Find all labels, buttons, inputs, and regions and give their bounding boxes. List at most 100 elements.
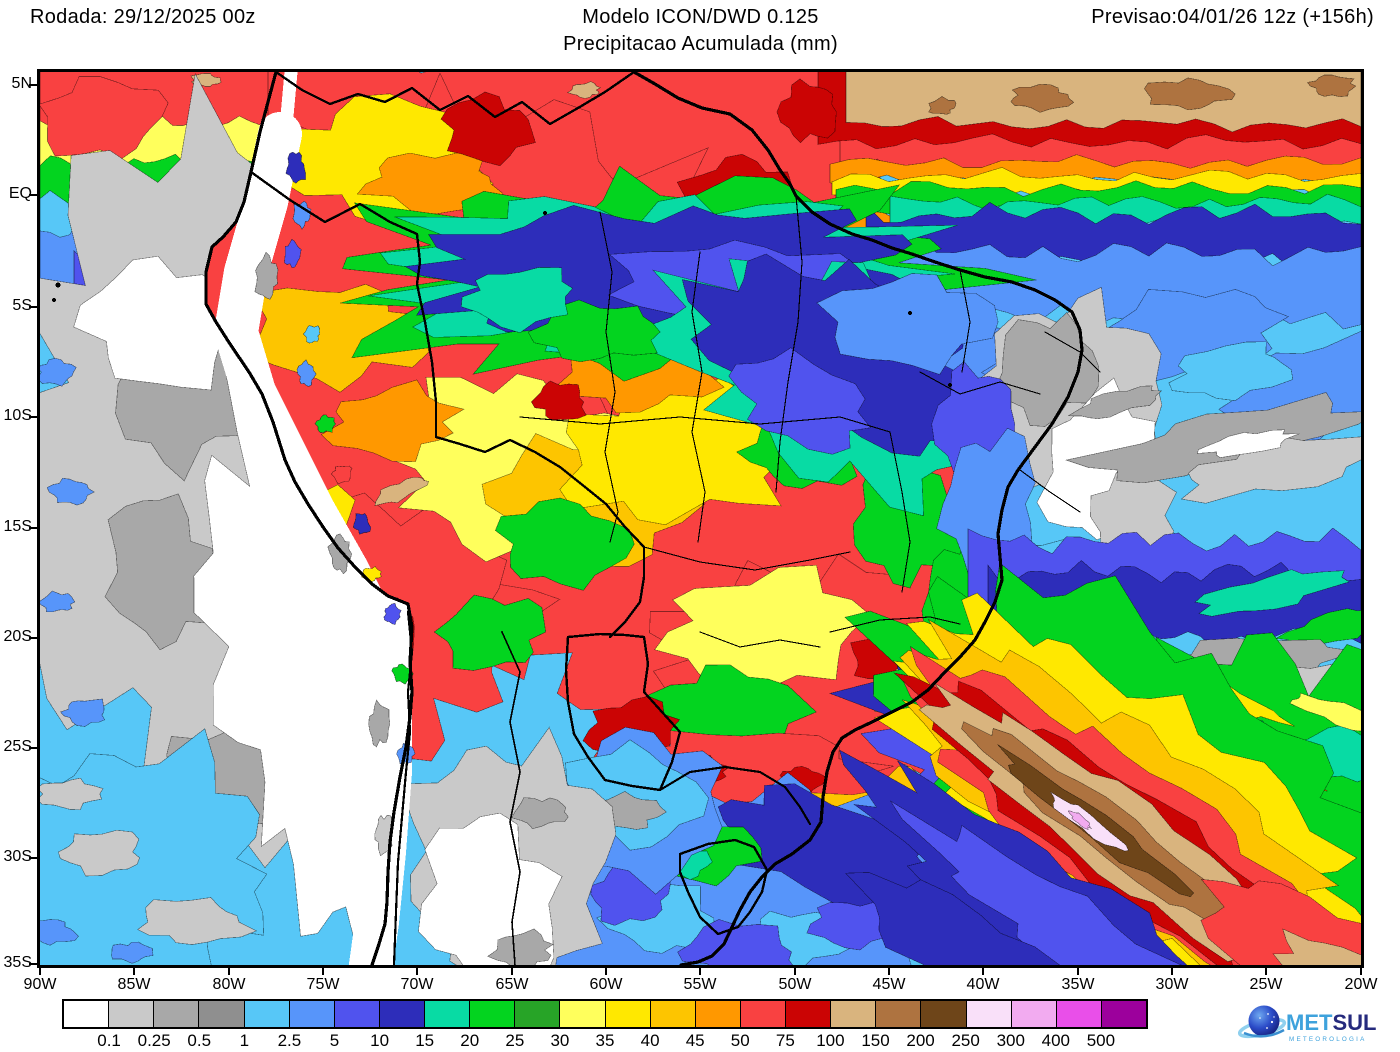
colorbar-cell-6 xyxy=(334,1001,380,1027)
colorbar-value-40: 40 xyxy=(640,1031,660,1050)
logo-text-sul: SUL xyxy=(1332,1010,1376,1035)
colorbar-value-300: 300 xyxy=(996,1031,1025,1050)
lon-tick xyxy=(322,968,324,975)
colorbar-cell-22 xyxy=(1056,1001,1102,1027)
lat-label-30S: 30S xyxy=(3,848,32,865)
colorbar-cell-20 xyxy=(966,1001,1012,1027)
colorbar-cell-21 xyxy=(1011,1001,1057,1027)
lon-tick xyxy=(1265,968,1267,975)
lon-tick xyxy=(416,968,418,975)
colorbar-value-200: 200 xyxy=(906,1031,935,1050)
lon-label-30W: 30W xyxy=(1155,976,1189,993)
lon-tick xyxy=(39,968,41,975)
colorbar-cell-2 xyxy=(154,1001,200,1027)
lon-tick xyxy=(1171,968,1173,975)
colorbar-value-0.25: 0.25 xyxy=(137,1031,171,1050)
lon-label-60W: 60W xyxy=(589,976,623,993)
colorbar-value-10: 10 xyxy=(370,1031,390,1050)
lon-label-55W: 55W xyxy=(683,976,717,993)
lon-tick xyxy=(794,968,796,975)
colorbar-cell-4 xyxy=(244,1001,290,1027)
colorbar-cell-1 xyxy=(109,1001,155,1027)
colorbar-cell-13 xyxy=(650,1001,696,1027)
colorbar-cell-7 xyxy=(379,1001,425,1027)
colorbar-cell-5 xyxy=(289,1001,335,1027)
lat-label-EQ: EQ xyxy=(8,185,32,202)
lon-label-45W: 45W xyxy=(872,976,906,993)
model-run-label: Rodada: 29/12/2025 00z xyxy=(30,6,256,28)
colorbar-cell-17 xyxy=(831,1001,877,1027)
lon-tick xyxy=(1077,968,1079,975)
colorbar-value-20: 20 xyxy=(460,1031,480,1050)
metsul-logo: METSUL METEOROLOGIA xyxy=(1238,1005,1376,1043)
lon-tick xyxy=(982,968,984,975)
lat-label-35S: 35S xyxy=(3,954,32,971)
colorbar-value-150: 150 xyxy=(861,1031,890,1050)
colorbar-cell-0 xyxy=(64,1001,110,1027)
lat-tick xyxy=(29,747,37,749)
forecast-valid-label: Previsao:04/01/26 12z (+156h) xyxy=(1091,6,1374,28)
precipitation-field-svg xyxy=(40,72,1361,965)
colorbar-value-50: 50 xyxy=(730,1031,750,1050)
lon-tick xyxy=(228,968,230,975)
colorbar-value-5: 5 xyxy=(329,1031,340,1050)
lat-tick xyxy=(29,84,37,86)
lon-tick xyxy=(699,968,701,975)
colorbar-value-35: 35 xyxy=(595,1031,615,1050)
colorbar-cell-18 xyxy=(876,1001,922,1027)
colorbar-value-30: 30 xyxy=(550,1031,570,1050)
lon-tick xyxy=(133,968,135,975)
lat-label-5N: 5N xyxy=(11,75,32,92)
lat-label-5S: 5S xyxy=(12,297,32,314)
lon-tick xyxy=(511,968,513,975)
colorbar-value-0.1: 0.1 xyxy=(97,1031,121,1050)
colorbar-cell-16 xyxy=(786,1001,832,1027)
lat-label-15S: 15S xyxy=(3,518,32,535)
colorbar-cell-23 xyxy=(1101,1001,1146,1027)
colorbar-value-250: 250 xyxy=(951,1031,980,1050)
lon-tick xyxy=(1360,968,1362,975)
colorbar-cell-19 xyxy=(921,1001,967,1027)
lon-label-70W: 70W xyxy=(400,976,434,993)
colorbar-value-100: 100 xyxy=(816,1031,845,1050)
lon-label-35W: 35W xyxy=(1061,976,1095,993)
lon-label-90W: 90W xyxy=(23,976,57,993)
colorbar-cell-9 xyxy=(470,1001,516,1027)
lat-tick xyxy=(29,963,37,965)
colorbar-value-1: 1 xyxy=(239,1031,250,1050)
lat-label-20S: 20S xyxy=(3,628,32,645)
logo-text-met: MET xyxy=(1286,1010,1333,1035)
colorbar-value-25: 25 xyxy=(505,1031,525,1050)
colorbar-cell-12 xyxy=(605,1001,651,1027)
lat-tick xyxy=(29,637,37,639)
lat-tick xyxy=(29,416,37,418)
colorbar-value-45: 45 xyxy=(685,1031,705,1050)
colorbar-labels: 0.1 0.25 0.5 1 2.5 5 10 15 20 25 30 35 40 45 50 75 100 15… xyxy=(62,1031,1148,1051)
lon-tick xyxy=(888,968,890,975)
svg-text:METSUL: METSUL xyxy=(1286,1010,1376,1035)
colorbar-cell-10 xyxy=(515,1001,561,1027)
colorbar-value-75: 75 xyxy=(775,1031,795,1050)
colorbar-cell-11 xyxy=(560,1001,606,1027)
precipitation-map xyxy=(37,69,1364,968)
lon-label-40W: 40W xyxy=(966,976,1000,993)
lon-label-20W: 20W xyxy=(1344,976,1378,993)
lon-label-80W: 80W xyxy=(212,976,246,993)
colorbar-value-400: 400 xyxy=(1041,1031,1071,1050)
lon-label-25W: 25W xyxy=(1249,976,1283,993)
lon-label-75W: 75W xyxy=(306,976,340,993)
colorbar-value-0.5: 0.5 xyxy=(187,1031,212,1050)
lat-tick xyxy=(29,527,37,529)
colorbar-value-15: 15 xyxy=(415,1031,435,1050)
map-subtitle: Precipitacao Acumulada (mm) xyxy=(563,33,838,55)
lon-label-85W: 85W xyxy=(117,976,151,993)
colorbar-cell-15 xyxy=(740,1001,786,1027)
colorbar-cell-14 xyxy=(695,1001,741,1027)
lat-tick xyxy=(29,194,37,196)
lon-tick xyxy=(605,968,607,975)
planet-icon xyxy=(1238,1005,1287,1039)
logo-tagline: METEOROLOGIA xyxy=(1289,1036,1366,1043)
colorbar-cell-8 xyxy=(425,1001,471,1027)
colorbar-value-2.5: 2.5 xyxy=(277,1031,302,1050)
